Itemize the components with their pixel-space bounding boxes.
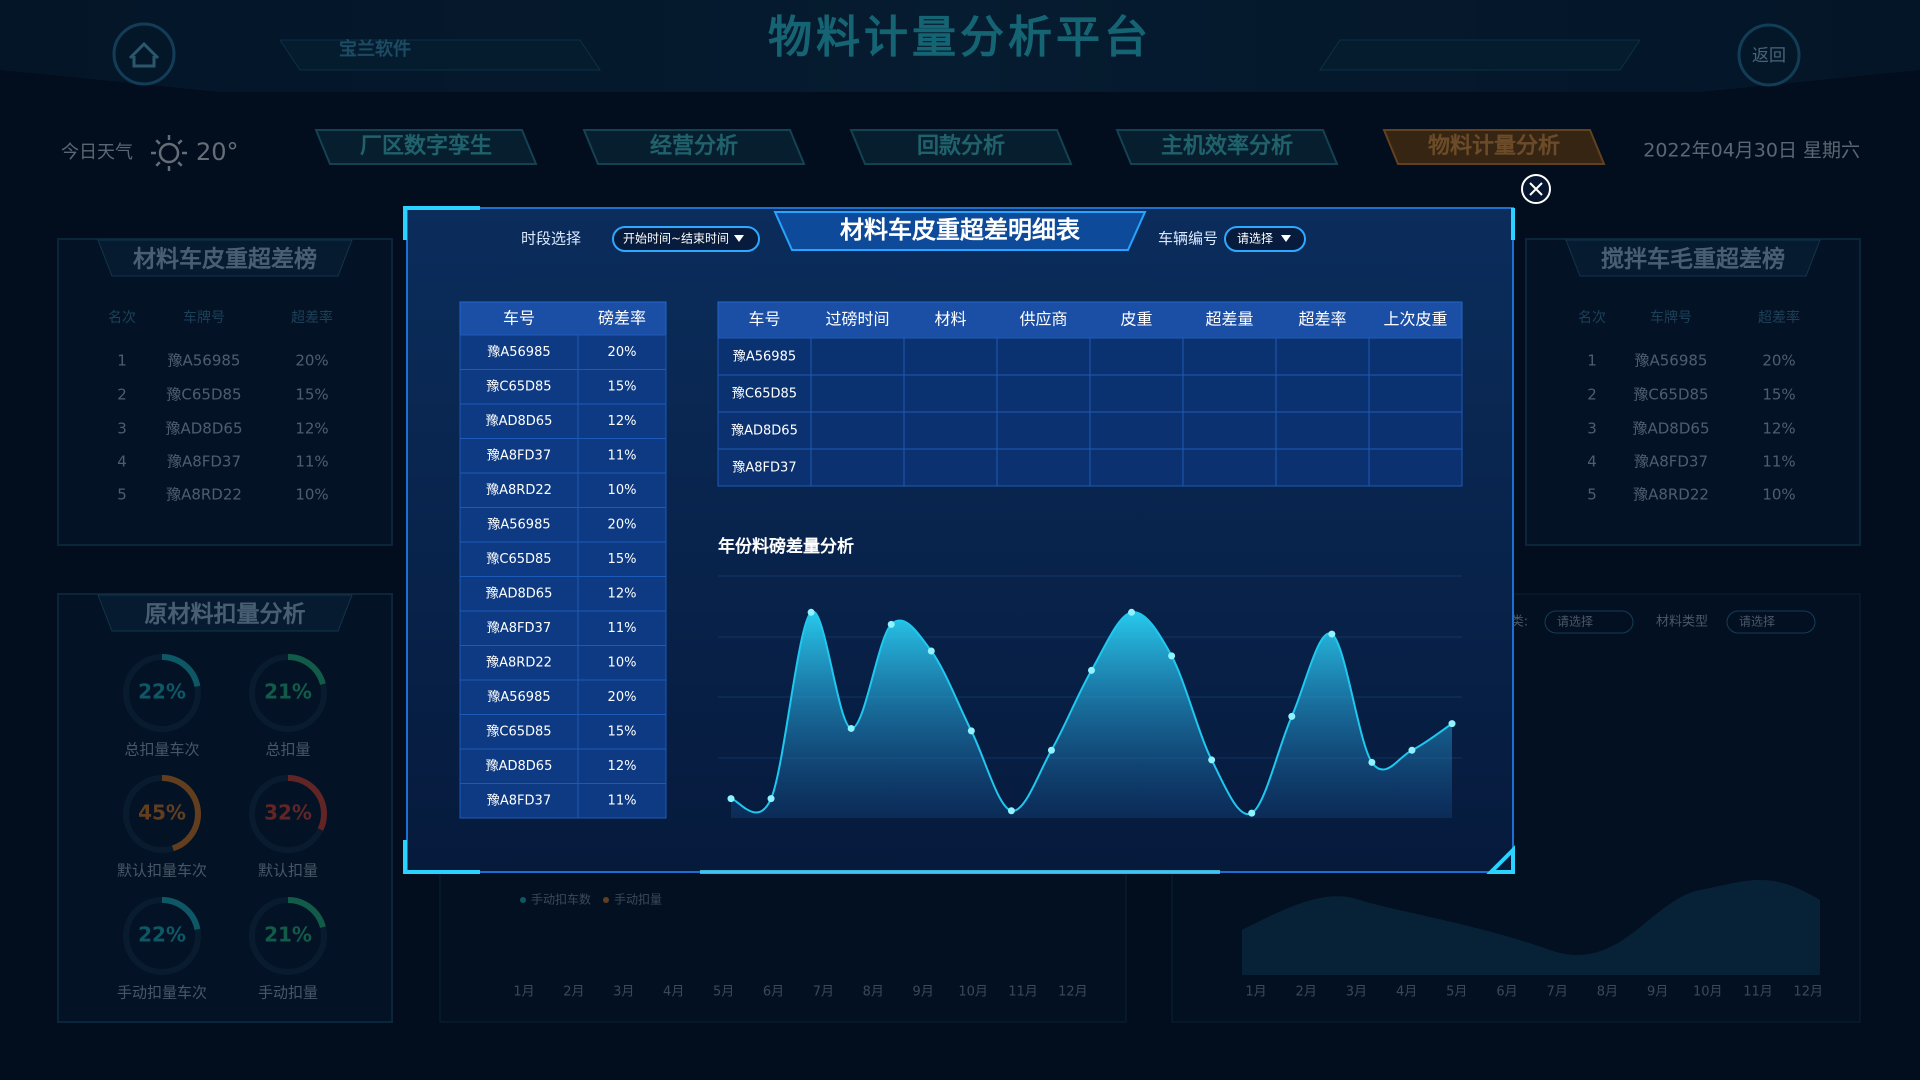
data-point [1248, 809, 1256, 817]
vehicle-dropdown[interactable] [1224, 226, 1306, 252]
table-header: 磅差率 [598, 309, 646, 328]
table-cell: 12% [608, 414, 637, 429]
table-header: 皮重 [1120, 310, 1152, 329]
table-cell: 豫C65D85 [486, 380, 551, 395]
table-row [459, 748, 667, 784]
dropdown-caret [734, 235, 744, 242]
table-cell: 豫AD8D65 [486, 414, 553, 429]
table-cell: 豫AD8D65 [731, 424, 798, 439]
dropdown-value: 请选择 [1237, 232, 1273, 246]
table-row [459, 541, 667, 577]
data-point [1007, 807, 1015, 815]
dropdown-value: 开始时间~结束时间 [623, 232, 729, 246]
table-cell: 豫A8RD22 [486, 483, 552, 498]
table-row [459, 369, 667, 405]
filter-label: 时段选择 [521, 230, 581, 248]
table-header: 超差率 [1298, 310, 1346, 329]
data-point [1128, 608, 1136, 616]
table-header: 车号 [748, 310, 780, 329]
data-point [1368, 758, 1376, 766]
table-cell: 豫AD8D65 [486, 587, 553, 602]
table-cell: 豫AD8D65 [486, 759, 553, 774]
table-header-bg [717, 301, 1463, 339]
table-cell: 20% [608, 690, 637, 705]
table-row [459, 403, 667, 439]
period-dropdown[interactable] [612, 226, 760, 252]
data-point [1408, 746, 1416, 754]
table-cell: 11% [608, 621, 637, 636]
table-row [459, 472, 667, 508]
table-cell: 豫C65D85 [732, 387, 797, 402]
table-cell: 15% [608, 552, 637, 567]
table-header: 材料 [934, 310, 966, 329]
filter-label: 车辆编号 [1158, 230, 1218, 248]
data-point [1168, 652, 1176, 660]
table-cell: 15% [608, 725, 637, 740]
table-row [459, 645, 667, 681]
table-cell: 10% [608, 483, 637, 498]
data-point [767, 795, 775, 803]
table-cell: 10% [608, 656, 637, 671]
data-point [927, 647, 935, 655]
area-line [730, 610, 1453, 816]
table-cell: 豫A56985 [487, 345, 550, 360]
data-point [1328, 630, 1336, 638]
modal-title: 材料车皮重超差明细表 [840, 216, 1081, 244]
table-cell: 20% [608, 518, 637, 533]
table-row [459, 714, 667, 750]
area-fill [731, 611, 1452, 818]
data-point [1208, 756, 1216, 764]
table-row [459, 783, 667, 819]
table-cell: 11% [608, 449, 637, 464]
table-header: 上次皮重 [1383, 310, 1447, 329]
table-cell: 豫C65D85 [486, 552, 551, 567]
data-point [847, 724, 855, 732]
data-point [1448, 720, 1456, 728]
data-point [1088, 666, 1095, 674]
table-header: 过磅时间 [825, 310, 889, 329]
table-cell: 20% [608, 345, 637, 360]
table-row [459, 679, 667, 715]
table-cell: 12% [608, 759, 637, 774]
table-cell: 豫A8RD22 [486, 656, 552, 671]
data-point [807, 608, 815, 616]
table-cell: 豫A56985 [487, 518, 550, 533]
data-point [1288, 712, 1296, 720]
data-point [887, 620, 895, 628]
table-row [459, 610, 667, 646]
table-row [459, 438, 667, 474]
table-cell: 豫A8FD37 [487, 449, 551, 464]
table-cell: 12% [608, 587, 637, 602]
dropdown-caret [1281, 235, 1291, 242]
data-point [967, 727, 975, 735]
table-cell: 豫A8FD37 [732, 461, 796, 476]
table-cell: 豫A56985 [733, 350, 796, 365]
table-cell: 豫A8FD37 [487, 621, 551, 636]
table-header: 车号 [503, 309, 535, 328]
table-header: 超差量 [1205, 310, 1253, 329]
chart-title: 年份料磅差量分析 [718, 536, 854, 557]
table-cell: 豫C65D85 [486, 725, 551, 740]
close-icon [1529, 182, 1543, 196]
table-cell: 11% [608, 794, 637, 809]
table-row [459, 334, 667, 370]
modal-title-bg [773, 211, 1147, 251]
modal-corner [403, 206, 1515, 874]
table-cell: 豫A56985 [487, 690, 550, 705]
data-point [1047, 746, 1055, 754]
table-cell: 豫A8FD37 [487, 794, 551, 809]
table-cell: 15% [608, 380, 637, 395]
table-header: 供应商 [1019, 310, 1067, 329]
data-point [727, 795, 735, 803]
table-row [459, 507, 667, 543]
